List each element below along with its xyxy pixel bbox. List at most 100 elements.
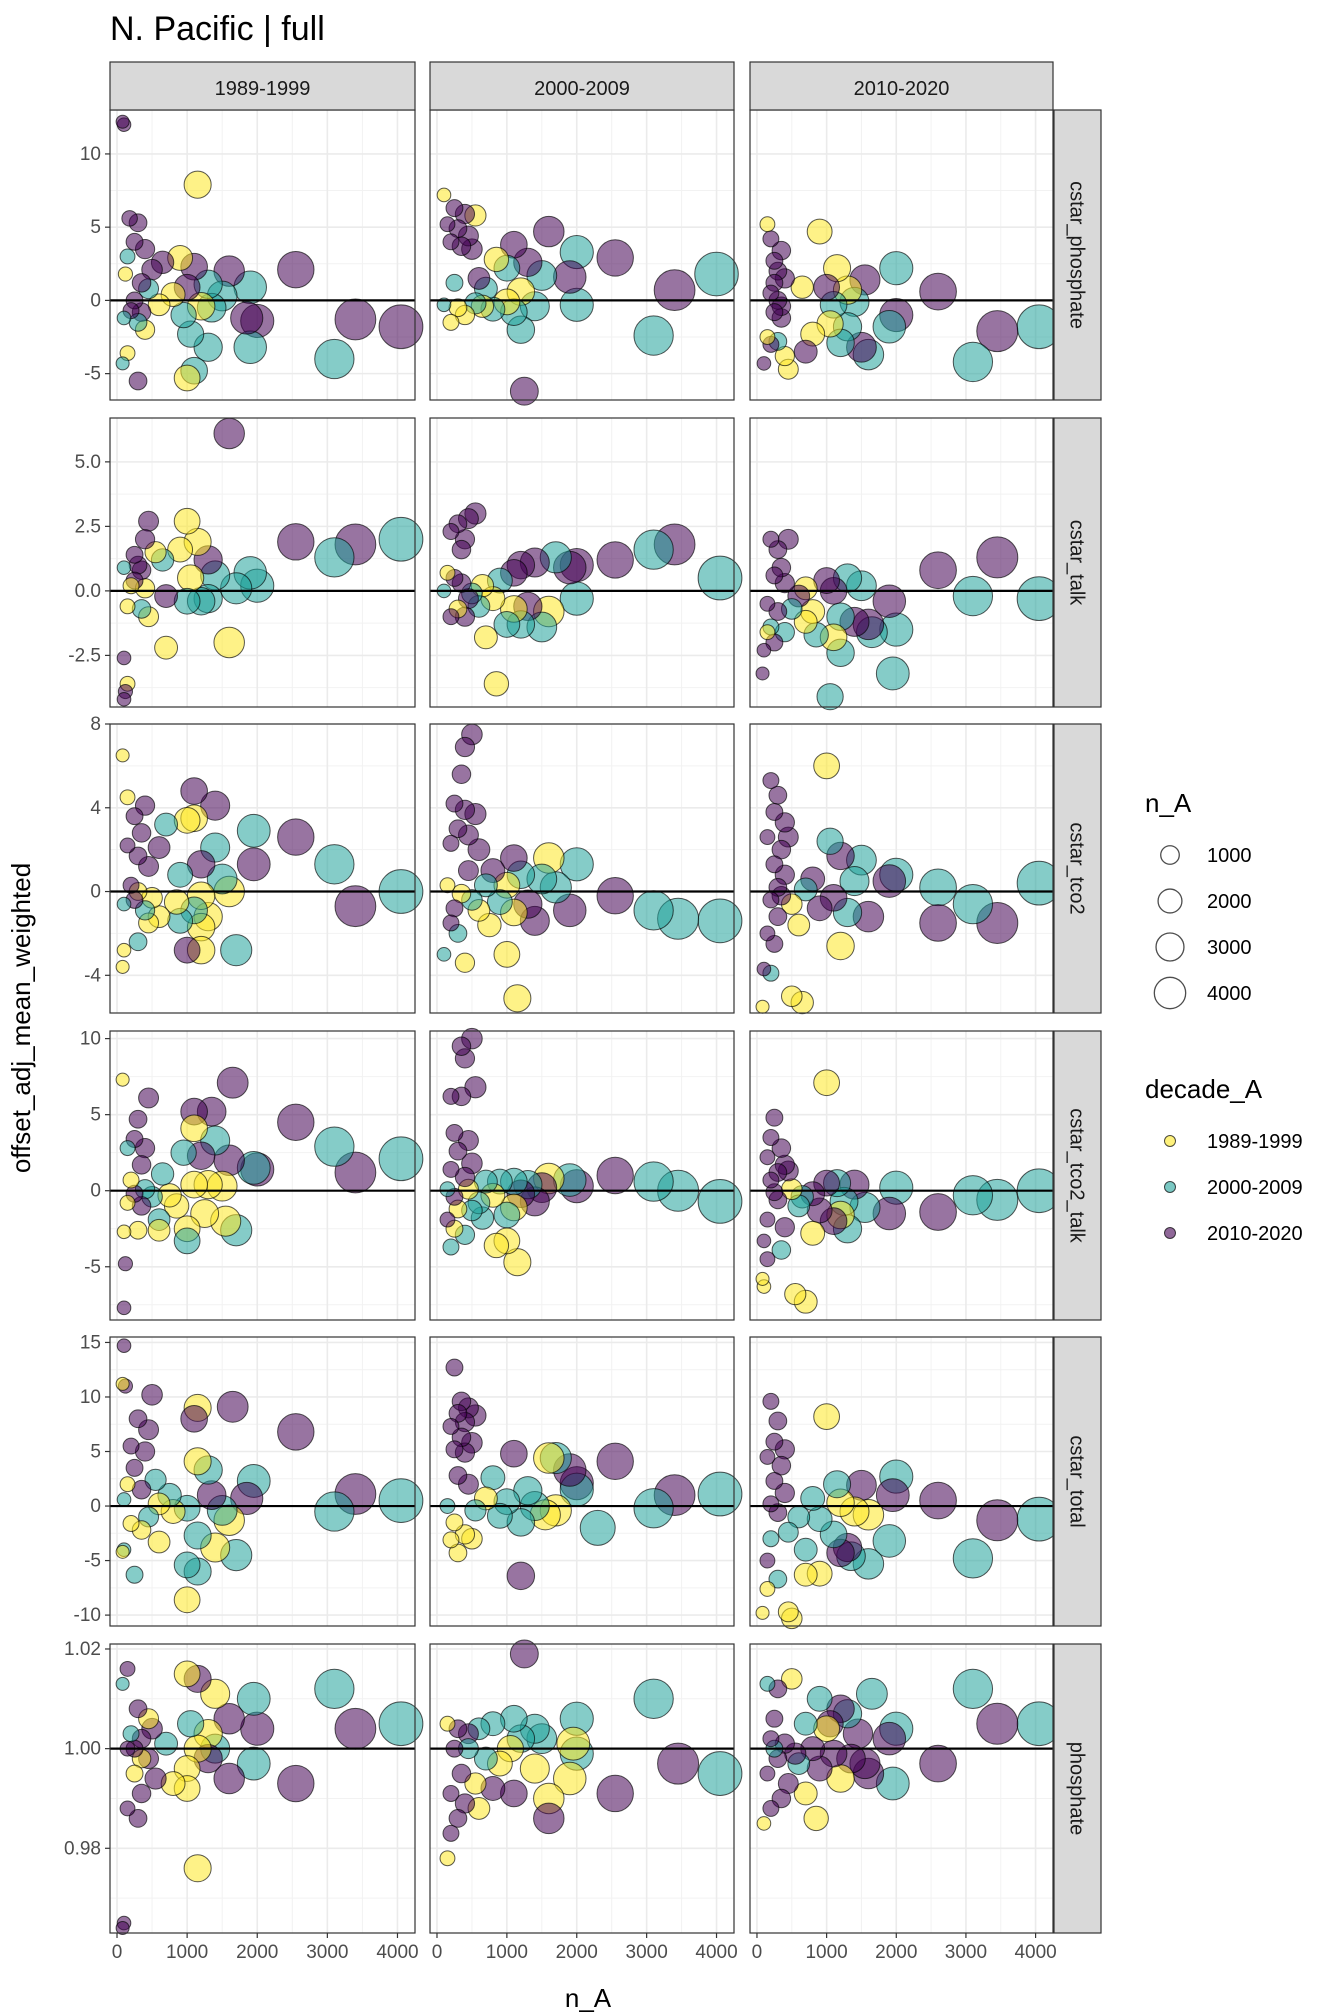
color-legend-label: 2000-2009 xyxy=(1207,1177,1303,1199)
data-point xyxy=(633,1161,674,1202)
row-strip-label: cstar_talk xyxy=(1066,520,1088,607)
data-point xyxy=(596,877,634,915)
size-legend-key xyxy=(1155,932,1185,962)
data-point xyxy=(119,1140,136,1157)
data-point xyxy=(442,313,460,331)
data-point xyxy=(117,1256,134,1272)
x-tick-label: 3000 xyxy=(945,1942,987,1963)
data-point xyxy=(755,666,770,681)
data-point xyxy=(277,523,315,561)
data-point xyxy=(777,1601,799,1623)
data-point xyxy=(131,1783,152,1804)
data-point xyxy=(755,999,770,1014)
data-point xyxy=(762,1392,780,1410)
data-point xyxy=(768,1569,788,1589)
data-point xyxy=(457,860,479,882)
data-point xyxy=(277,1103,315,1141)
row-strip-label: phosphate xyxy=(1066,1742,1088,1835)
y-tick-label: 0 xyxy=(90,882,101,903)
data-point xyxy=(976,310,1019,353)
data-point xyxy=(115,356,130,371)
data-point xyxy=(122,1725,140,1743)
size-legend-label: 1000 xyxy=(1207,845,1252,867)
data-point xyxy=(163,889,190,915)
column-strips: 1989-1999 2000-2009 2010-2020 xyxy=(109,61,1054,111)
data-point xyxy=(451,764,472,785)
data-point xyxy=(556,1726,591,1761)
x-tick-label: 2000 xyxy=(556,1942,598,1963)
data-point xyxy=(442,1238,460,1256)
data-point xyxy=(839,866,870,897)
y-tick-label: 15 xyxy=(80,1332,101,1353)
data-point xyxy=(442,608,460,626)
y-tick-label: 1.00 xyxy=(64,1739,101,1760)
data-point xyxy=(122,876,140,894)
data-point xyxy=(506,1561,536,1591)
data-point xyxy=(816,683,844,711)
data-point xyxy=(233,330,267,365)
data-point xyxy=(762,530,780,548)
data-point xyxy=(442,1531,460,1549)
data-point xyxy=(115,1544,130,1559)
data-point xyxy=(448,819,468,839)
data-point xyxy=(765,1472,784,1490)
data-point xyxy=(493,940,521,968)
data-point xyxy=(806,895,833,922)
data-point xyxy=(765,803,784,821)
data-point xyxy=(653,269,696,312)
panel-border xyxy=(109,1336,416,1627)
data-point xyxy=(125,807,144,826)
data-point xyxy=(170,1139,197,1166)
x-tick-label: 3000 xyxy=(306,1942,348,1963)
data-point xyxy=(765,303,784,322)
data-point xyxy=(793,609,818,634)
y-tick-label: 0.98 xyxy=(64,1838,101,1859)
data-point xyxy=(919,272,957,311)
data-point xyxy=(116,1338,132,1354)
data-point xyxy=(128,371,148,391)
y-tick-label: 8 xyxy=(90,714,101,735)
data-point xyxy=(813,567,841,594)
data-point xyxy=(768,1411,788,1431)
data-point xyxy=(236,1681,271,1716)
size-legend-keys: 1000 2000 3000 4000 xyxy=(1153,845,1252,1010)
data-point xyxy=(173,1551,201,1579)
data-point xyxy=(756,1233,772,1249)
data-point xyxy=(694,251,739,297)
panel-border xyxy=(429,417,735,708)
row-strip-cstar_phosphate xyxy=(1053,109,1102,401)
y-tick-label: -10 xyxy=(74,1605,101,1626)
data-point xyxy=(173,364,201,392)
data-point xyxy=(213,1702,245,1735)
data-point xyxy=(759,624,776,641)
data-point xyxy=(180,1404,208,1433)
x-axis-title: n_A xyxy=(565,1983,612,2013)
color-legend-key xyxy=(1164,1181,1176,1193)
data-point xyxy=(483,1232,510,1259)
size-legend-label: 4000 xyxy=(1207,983,1252,1005)
y-tick-label: -4 xyxy=(84,965,101,986)
data-point xyxy=(116,1492,132,1507)
panel-border xyxy=(429,1030,735,1321)
data-point xyxy=(759,1580,776,1597)
data-point xyxy=(236,847,271,882)
data-point xyxy=(759,829,776,846)
panel-cstar_tco2_talk-2000-2009 xyxy=(429,1027,743,1321)
data-point xyxy=(445,1440,464,1459)
data-point xyxy=(173,1227,201,1255)
data-point xyxy=(919,1193,957,1231)
row-strip-cstar_total xyxy=(1053,1336,1102,1627)
data-point xyxy=(190,1199,220,1228)
data-point xyxy=(445,794,464,813)
data-point xyxy=(559,581,594,616)
data-point xyxy=(119,248,136,265)
data-point xyxy=(180,1114,208,1143)
data-point xyxy=(213,1762,245,1795)
data-point xyxy=(872,864,907,898)
panel-cstar_total-1989-1999 xyxy=(109,1336,424,1627)
data-point xyxy=(442,1087,460,1105)
data-point xyxy=(486,1502,513,1529)
data-point xyxy=(467,838,491,862)
data-point xyxy=(378,1701,424,1747)
data-point xyxy=(533,215,565,248)
